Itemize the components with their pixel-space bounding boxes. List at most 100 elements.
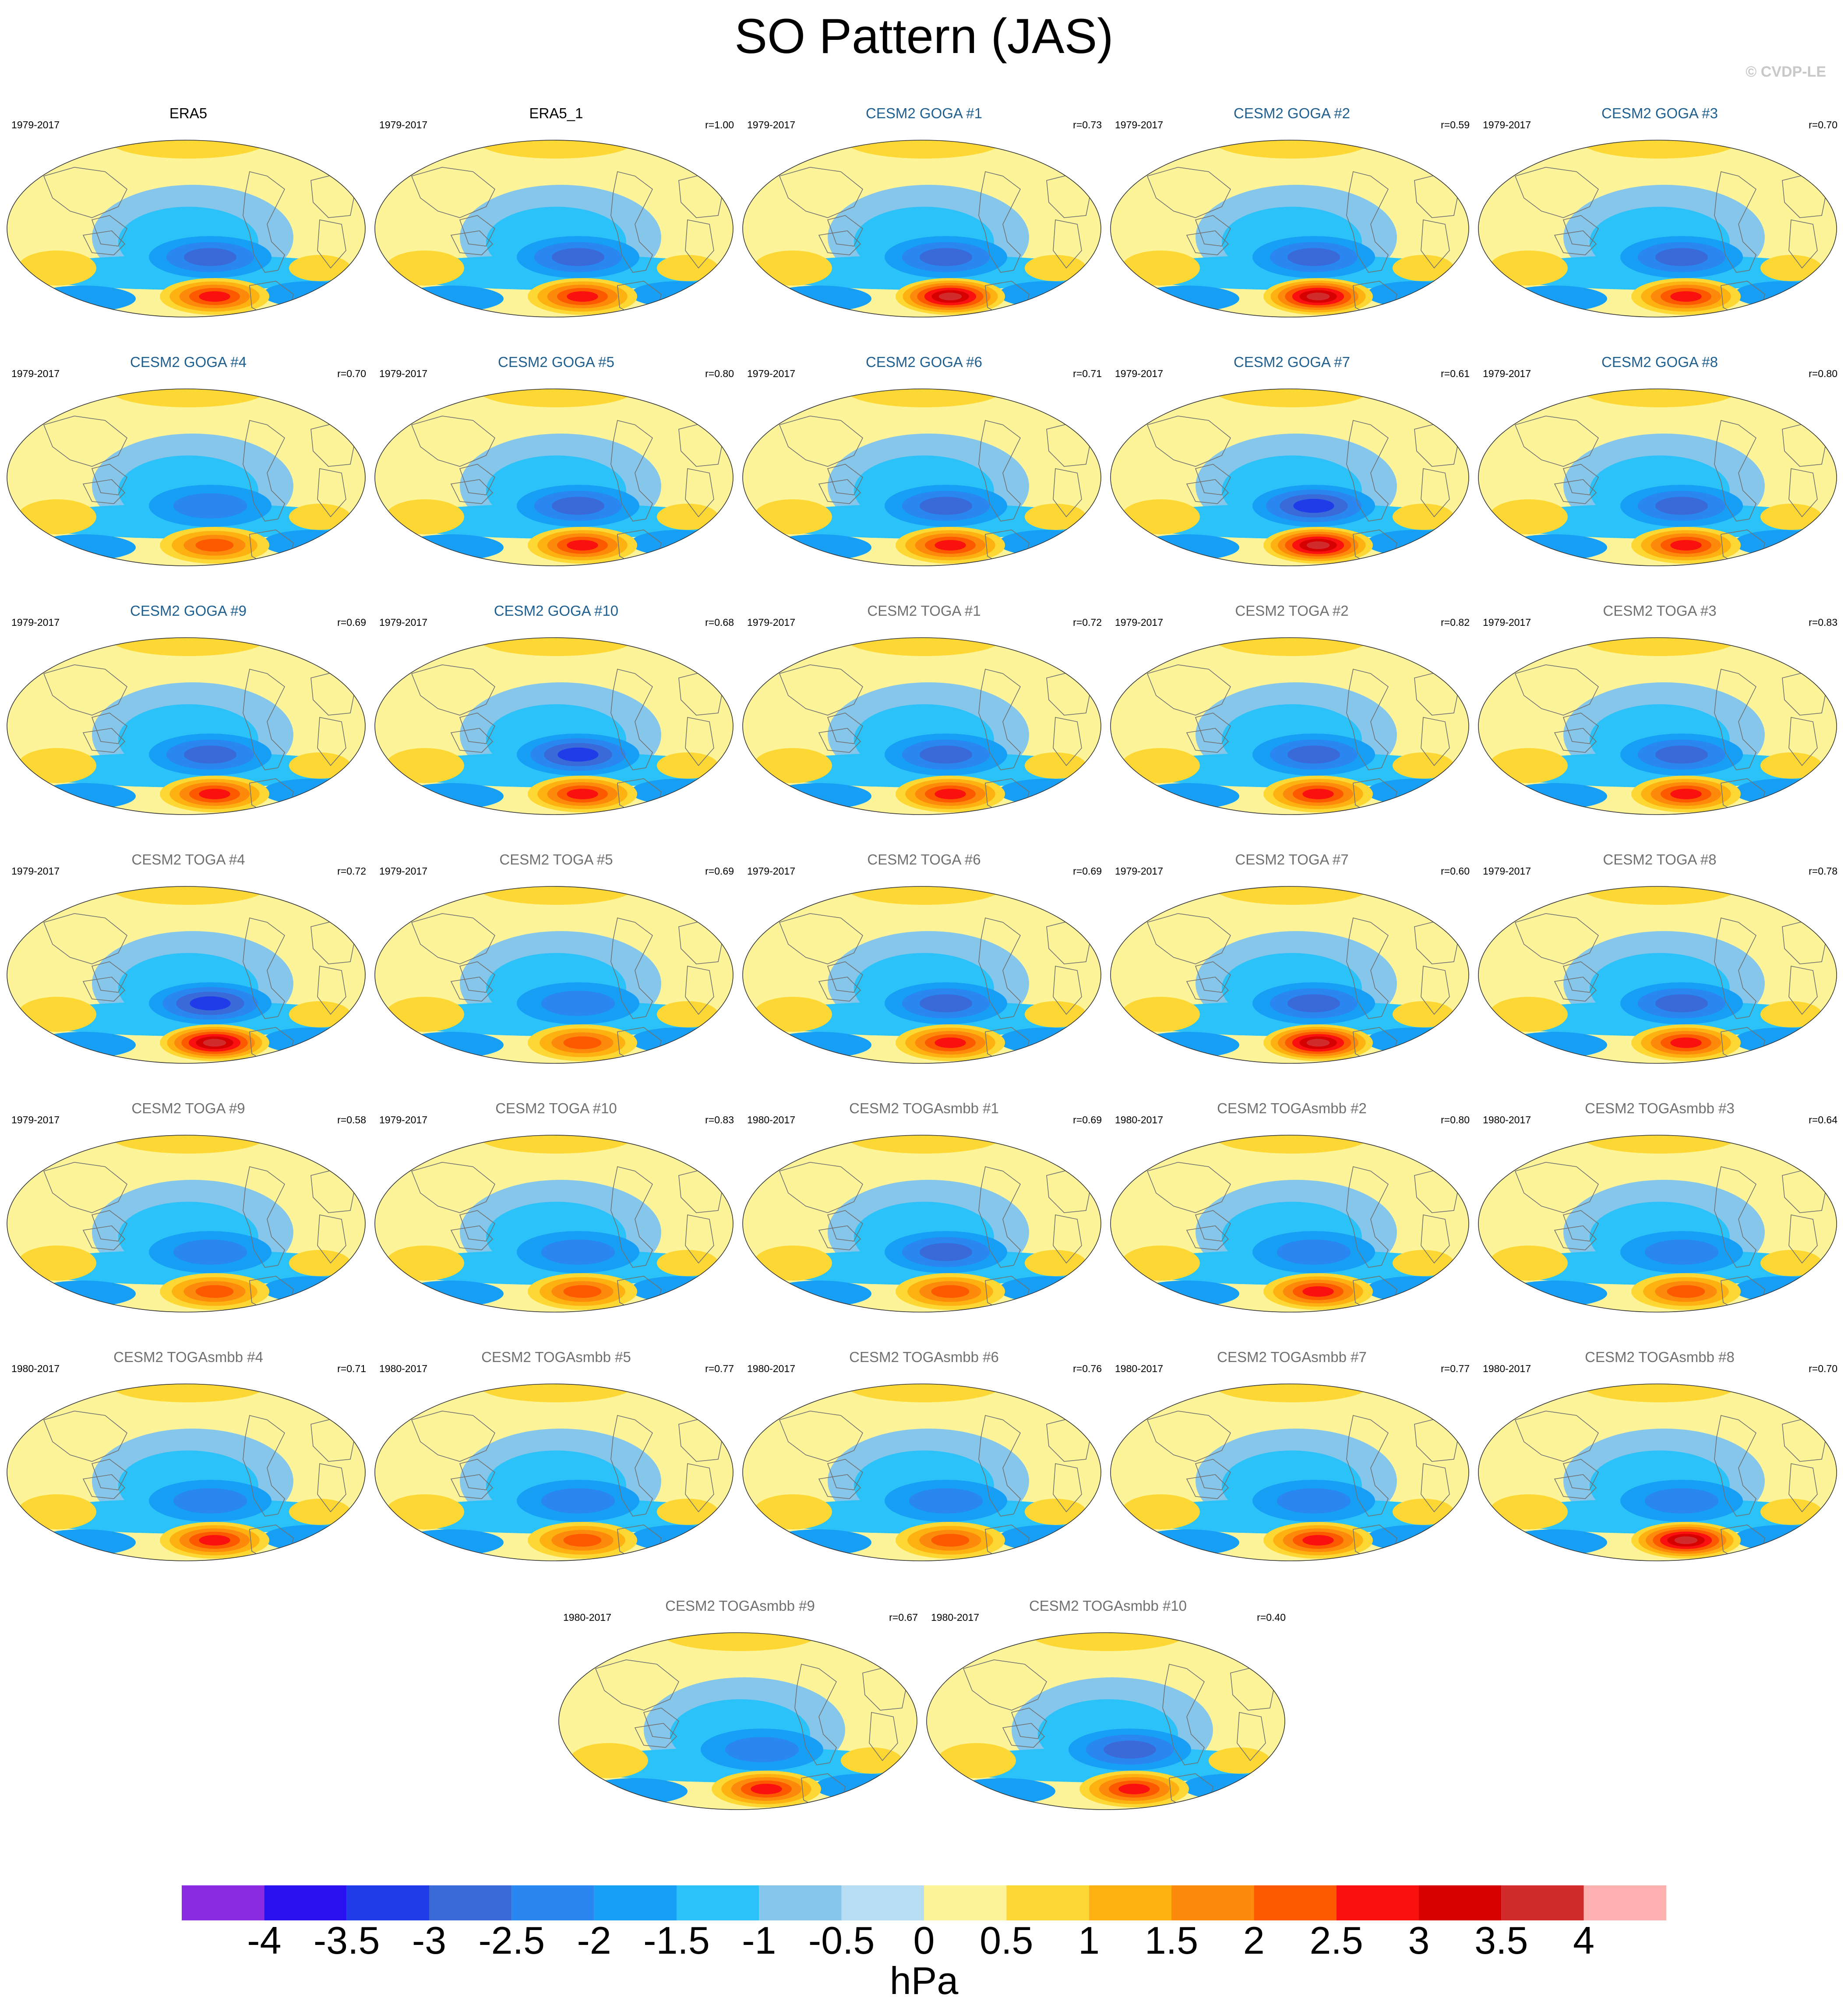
map-panel: CESM2 TOGA #4 1979-2017 r=0.72 [4, 851, 372, 1079]
panel-correlation: r=0.78 [1809, 865, 1837, 877]
panel-period: 1980-2017 [747, 1363, 795, 1374]
colorbar-box [1089, 1885, 1171, 1920]
panel-correlation: r=0.67 [889, 1612, 918, 1623]
map-panel: CESM2 TOGA #3 1979-2017 r=0.83 [1476, 603, 1844, 830]
map-panel: CESM2 GOGA #3 1979-2017 r=0.70 [1476, 105, 1844, 333]
panel-period: 1979-2017 [1483, 119, 1531, 131]
panel-correlation: r=0.73 [1073, 119, 1102, 131]
map-panel: CESM2 GOGA #8 1979-2017 r=0.80 [1476, 354, 1844, 582]
panel-period: 1979-2017 [11, 368, 60, 379]
colorbar-units: hPa [889, 1959, 959, 2002]
panel-correlation: r=1.00 [705, 119, 734, 131]
colorbar-box [759, 1885, 842, 1920]
panel-period: 1979-2017 [1115, 865, 1163, 877]
colorbar-tick-label: 1.5 [1144, 1919, 1199, 1962]
panel-period: 1979-2017 [379, 119, 427, 131]
panel-correlation: r=0.68 [705, 617, 734, 628]
map-panel: CESM2 TOGAsmbb #3 1980-2017 r=0.64 [1476, 1100, 1844, 1328]
colorbar-box [677, 1885, 759, 1920]
panel-correlation: r=0.80 [1809, 368, 1837, 379]
panel-period: 1980-2017 [1483, 1114, 1531, 1126]
panel-period: 1980-2017 [931, 1612, 979, 1623]
panel-correlation: r=0.77 [1441, 1363, 1470, 1374]
panel-period: 1979-2017 [1483, 368, 1531, 379]
panel-period: 1980-2017 [747, 1114, 795, 1126]
colorbar-tick-label: 3.5 [1474, 1919, 1528, 1962]
map-panel: CESM2 TOGA #5 1979-2017 r=0.69 [372, 851, 740, 1079]
map-panel: CESM2 TOGA #7 1979-2017 r=0.60 [1108, 851, 1476, 1079]
map-panel: ERA5 1979-2017 [4, 105, 372, 333]
colorbar-box [1583, 1885, 1666, 1920]
panel-title: CESM2 TOGA #1 [867, 603, 981, 619]
panel-period: 1979-2017 [1115, 368, 1163, 379]
panel-correlation: r=0.69 [1073, 865, 1102, 877]
colorbar-tick-label: 0 [913, 1919, 935, 1962]
colorbar-box [924, 1885, 1007, 1920]
panel-map [374, 140, 734, 318]
panel-period: 1979-2017 [379, 1114, 427, 1126]
map-panel: CESM2 TOGAsmbb #5 1980-2017 r=0.77 [372, 1349, 740, 1577]
panel-title: CESM2 TOGAsmbb #8 [1585, 1349, 1735, 1365]
map-panel: ERA5_1 1979-2017 r=1.00 [372, 105, 740, 333]
panel-correlation: r=0.60 [1441, 865, 1470, 877]
panel-period: 1980-2017 [563, 1612, 611, 1623]
panel-title: CESM2 GOGA #1 [866, 105, 982, 121]
panel-correlation: r=0.64 [1809, 1114, 1837, 1126]
colorbar-box [1254, 1885, 1337, 1920]
map-panel: CESM2 TOGAsmbb #4 1980-2017 r=0.71 [4, 1349, 372, 1577]
colorbar-tick-label: -3.5 [313, 1919, 380, 1962]
colorbar-box [182, 1885, 265, 1920]
panel-title: CESM2 TOGA #10 [495, 1100, 617, 1116]
colorbar-tick-label: 0.5 [980, 1919, 1033, 1962]
panel-period: 1979-2017 [747, 865, 795, 877]
panel-period: 1979-2017 [379, 617, 427, 628]
panel-title: CESM2 TOGA #4 [131, 851, 245, 868]
panel-map [1110, 388, 1469, 566]
panel-title: CESM2 GOGA #8 [1601, 354, 1718, 370]
panel-period: 1980-2017 [379, 1363, 427, 1374]
panel-map [7, 1135, 366, 1313]
panel-map [558, 1632, 917, 1810]
panel-period: 1979-2017 [1115, 617, 1163, 628]
panel-map [1478, 637, 1837, 815]
panel-period: 1979-2017 [747, 617, 795, 628]
map-panel: CESM2 TOGA #9 1979-2017 r=0.58 [4, 1100, 372, 1328]
panel-correlation: r=0.77 [705, 1363, 734, 1374]
panel-period: 1980-2017 [1115, 1363, 1163, 1374]
panel-title: CESM2 TOGA #9 [131, 1100, 245, 1116]
panel-correlation: r=0.72 [1073, 617, 1102, 628]
panel-map [742, 1383, 1101, 1561]
panel-correlation: r=0.83 [705, 1114, 734, 1126]
panel-correlation: r=0.76 [1073, 1363, 1102, 1374]
panel-map [374, 388, 734, 566]
map-panel: CESM2 TOGAsmbb #10 1980-2017 r=0.40 [924, 1598, 1292, 1825]
panel-correlation: r=0.70 [1809, 119, 1837, 131]
panel-map [1110, 886, 1469, 1064]
panel-period: 1979-2017 [11, 617, 60, 628]
panel-map [1478, 388, 1837, 566]
panel-map [926, 1632, 1285, 1810]
map-panel: CESM2 TOGA #6 1979-2017 r=0.69 [740, 851, 1108, 1079]
panel-correlation: r=0.69 [705, 865, 734, 877]
panel-map [374, 637, 734, 815]
map-panel: CESM2 GOGA #6 1979-2017 r=0.71 [740, 354, 1108, 582]
panel-period: 1980-2017 [1115, 1114, 1163, 1126]
panel-title: CESM2 TOGAsmbb #9 [665, 1598, 815, 1614]
colorbar-box [429, 1885, 512, 1920]
colorbar [182, 1885, 1666, 1920]
panel-map [742, 886, 1101, 1064]
panel-title: CESM2 TOGA #7 [1235, 851, 1349, 868]
panel-map [7, 140, 366, 318]
map-panel: CESM2 TOGA #2 1979-2017 r=0.82 [1108, 603, 1476, 830]
panel-title: CESM2 GOGA #6 [866, 354, 982, 370]
panel-title: CESM2 TOGA #2 [1235, 603, 1349, 619]
colorbar-tick-label: 4 [1573, 1919, 1595, 1962]
panel-title: CESM2 GOGA #5 [498, 354, 614, 370]
panel-map [742, 140, 1101, 318]
colorbar-box [841, 1885, 924, 1920]
panel-correlation: r=0.72 [337, 865, 366, 877]
map-panel: CESM2 GOGA #7 1979-2017 r=0.61 [1108, 354, 1476, 582]
panel-title: CESM2 TOGAsmbb #6 [849, 1349, 999, 1365]
map-panel: CESM2 TOGA #1 1979-2017 r=0.72 [740, 603, 1108, 830]
panel-correlation: r=0.61 [1441, 368, 1470, 379]
